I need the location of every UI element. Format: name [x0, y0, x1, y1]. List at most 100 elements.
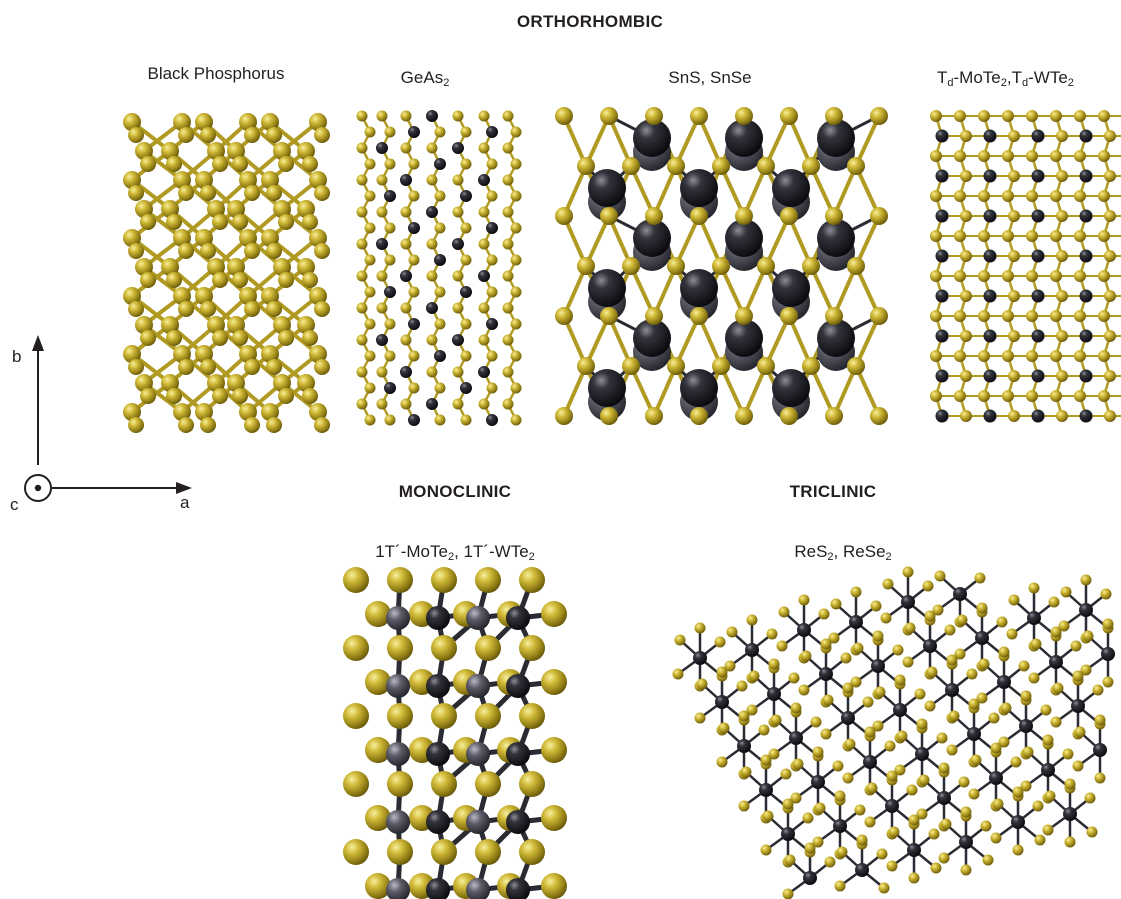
chalcogen-atom [431, 635, 457, 661]
metal-atom [935, 169, 949, 183]
chalcogen-atom [996, 616, 1008, 628]
chalcogen-atom [1002, 190, 1014, 202]
chalcogen-atom [825, 407, 843, 425]
chalcogen-atom [365, 805, 391, 831]
chalcogen-atom [475, 771, 501, 797]
metal-atom [983, 369, 997, 383]
chalcogen-atom [667, 357, 685, 375]
chalcogen-atom [645, 107, 663, 125]
metal-atom [1101, 647, 1115, 661]
metal-atom [737, 739, 751, 753]
chalcogen-atom [400, 302, 412, 314]
chalcogen-atom [519, 771, 545, 797]
chalcogen-atom [784, 854, 796, 866]
chalcogen-atom [431, 703, 457, 729]
chalcogen-atom [1042, 734, 1054, 746]
chalcogen-atom [906, 784, 918, 796]
chalcogen-atom [847, 357, 865, 375]
chalcogen-atom [555, 107, 573, 125]
chalcogen-atom [1048, 596, 1060, 608]
chalcogen-atom [768, 658, 780, 670]
chalcogen-atom [460, 222, 472, 234]
chalcogen-atom [1002, 230, 1014, 242]
chalcogen-atom [434, 286, 446, 298]
chalcogen-atom [541, 601, 567, 627]
metal-atom [466, 878, 490, 899]
chalcogen-atom [244, 417, 260, 433]
chalcogen-atom [824, 856, 836, 868]
metal-atom [935, 129, 949, 143]
chalcogen-atom [1082, 630, 1094, 642]
chalcogen-atom [502, 142, 514, 154]
chalcogen-atom [135, 258, 153, 276]
chalcogen-atom [798, 594, 810, 606]
chalcogen-atom [960, 370, 972, 382]
chalcogen-atom [847, 157, 865, 175]
chalcogen-atom [431, 771, 457, 797]
chalcogen-atom [1100, 588, 1112, 600]
metal-atom [486, 318, 498, 330]
chalcogen-atom [364, 318, 376, 330]
chalcogen-atom [1092, 684, 1104, 696]
metal-atom [1031, 129, 1045, 143]
chalcogen-atom [195, 229, 213, 247]
b-axis-label: b [12, 347, 22, 366]
chalcogen-atom [365, 669, 391, 695]
metal-atom [588, 369, 626, 407]
chalcogen-atom [757, 357, 775, 375]
chalcogen-atom [842, 682, 854, 694]
chalcogen-atom [356, 398, 368, 410]
chalcogen-atom [856, 834, 868, 846]
chalcogen-atom [166, 214, 182, 230]
chalcogen-atom [577, 357, 595, 375]
chalcogen-atom [227, 316, 245, 334]
chalcogen-atom [716, 666, 728, 678]
chalcogen-atom [790, 702, 802, 714]
chalcogen-atom [128, 185, 144, 201]
chalcogen-atom [1026, 390, 1038, 402]
chalcogen-atom [577, 257, 595, 275]
metal-atom [680, 369, 718, 407]
chalcogen-atom [266, 185, 282, 201]
chalcogen-atom [735, 207, 753, 225]
chalcogen-atom [810, 716, 822, 728]
chalcogen-atom [212, 330, 228, 346]
chalcogen-atom [178, 185, 194, 201]
bond [764, 314, 791, 368]
chalcogen-atom [207, 258, 225, 276]
metal-atom [935, 409, 949, 423]
chalcogen-atom [738, 710, 750, 722]
chalcogen-atom [1040, 704, 1052, 716]
metal-atom [772, 269, 810, 307]
bond [787, 314, 813, 368]
chalcogen-atom [1094, 714, 1106, 726]
chalcogen-atom [954, 310, 966, 322]
metal-atom [935, 369, 949, 383]
chalcogen-atom [976, 692, 988, 704]
chalcogen-atom [960, 410, 972, 422]
metal-atom [400, 174, 412, 186]
chalcogen-atom [1050, 190, 1062, 202]
chalcogen-atom [1028, 672, 1040, 684]
chalcogen-atom [173, 287, 191, 305]
chalcogen-atom [735, 407, 753, 425]
chalcogen-atom [478, 142, 490, 154]
chalcogen-atom [930, 350, 942, 362]
chalcogen-atom [502, 206, 514, 218]
metal-atom [386, 606, 410, 630]
metal-atom [871, 659, 885, 673]
chalcogen-atom [278, 156, 294, 172]
chalcogen-atom [195, 113, 213, 131]
chalcogen-atom [712, 357, 730, 375]
chalcogen-atom [978, 658, 990, 670]
chalcogen-atom [486, 286, 498, 298]
chalcogen-atom [387, 635, 413, 661]
metal-atom [466, 606, 490, 630]
chalcogen-atom [502, 366, 514, 378]
chalcogen-atom [726, 626, 738, 638]
chalcogen-atom [992, 798, 1004, 810]
chalcogen-atom [266, 359, 282, 375]
chalcogen-atom [356, 366, 368, 378]
metal-atom [386, 878, 410, 899]
chalcogen-atom [892, 644, 904, 656]
